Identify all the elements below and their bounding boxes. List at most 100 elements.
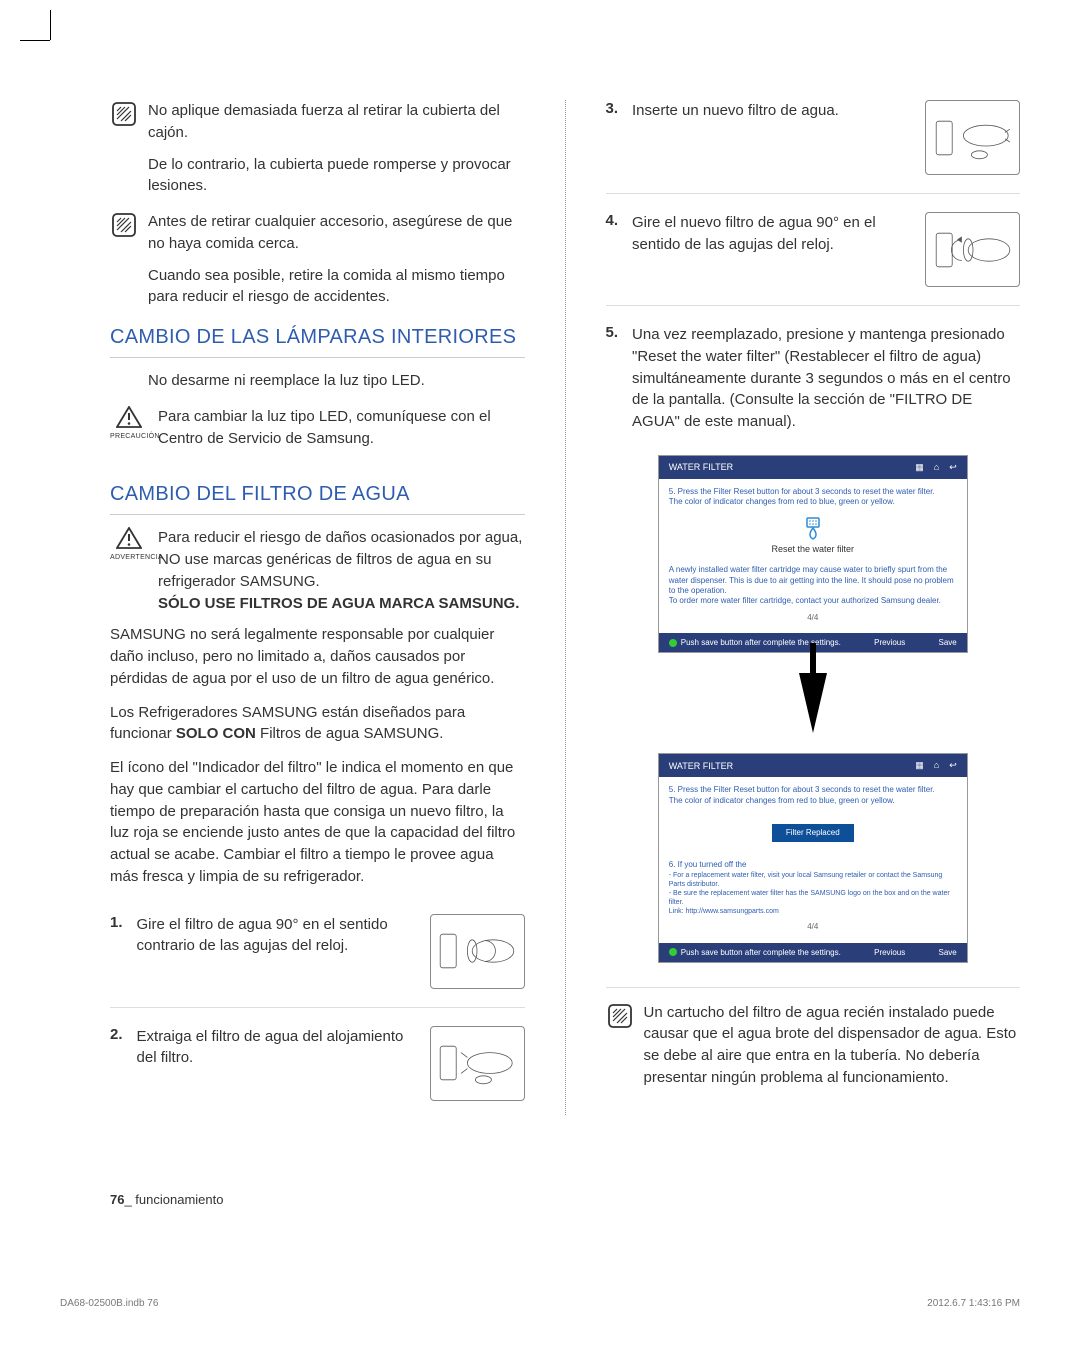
note-icon [110, 100, 138, 128]
screen-prev: Previous [874, 948, 905, 957]
screen-line: The color of indicator changes from red … [669, 796, 957, 806]
step-text: Gire el filtro de agua 90° en el sentido… [137, 914, 416, 958]
caution-label: PRECAUCIÓN [110, 433, 148, 440]
grid-icon: ▦ [915, 462, 924, 473]
section-heading-filter: CAMBIO DEL FILTRO DE AGUA [110, 483, 525, 515]
two-column-layout: No aplique demasiada fuerza al retirar l… [110, 100, 1020, 1115]
screen-header: WATER FILTER ▦ ⌂ ↩ [659, 456, 967, 479]
step-number: 1. [110, 914, 123, 931]
text-bold: SÓLO USE FILTROS DE AGUA MARCA SAMSUNG. [158, 593, 525, 615]
step-text: Gire el nuevo filtro de agua 90° en el s… [632, 212, 911, 256]
note-text: No aplique demasiada fuerza al retirar l… [148, 100, 525, 144]
screen-page: 4/4 [669, 922, 957, 932]
filter-replaced-button: Filter Replaced [772, 824, 854, 842]
screen-1: WATER FILTER ▦ ⌂ ↩ 5. Press the Filter R… [658, 455, 968, 653]
crop-mark [30, 10, 70, 50]
screen-reset-label: Reset the water filter [669, 544, 957, 556]
step-5: 5. Una vez reemplazado, presione y mante… [606, 310, 1021, 439]
body-text: No desarme ni reemplace la luz tipo LED. [148, 370, 525, 392]
screen-line: 5. Press the Filter Reset button for abo… [669, 785, 957, 795]
screen-warn: A newly installed water filter cartridge… [669, 565, 957, 596]
page-section-label: _ funcionamiento [124, 1192, 223, 1207]
text: use marcas genéricas de filtros de agua … [158, 551, 492, 590]
screen-sub: - Be sure the replacement water filter h… [669, 889, 957, 907]
print-file: DA68-02500B.indb 76 [60, 1298, 158, 1309]
green-dot-icon [669, 948, 677, 956]
screen-line: 5. Press the Filter Reset button for abo… [669, 487, 957, 497]
note-text: De lo contrario, la cubierta puede rompe… [148, 154, 525, 198]
text: Filtros de agua SAMSUNG. [256, 725, 444, 742]
note-text: Antes de retirar cualquier accesorio, as… [148, 211, 525, 255]
right-column: 3. Inserte un nuevo filtro de agua. 4. G… [606, 100, 1021, 1115]
warning-text: Para reducir el riesgo de daños ocasiona… [158, 527, 525, 614]
arrow-down-icon [799, 673, 827, 733]
step-4: 4. Gire el nuevo filtro de agua 90° en e… [606, 198, 1021, 301]
back-icon: ↩ [949, 760, 957, 771]
screen-reset-block: Reset the water filter [669, 518, 957, 556]
step-figure [430, 914, 525, 989]
step-number: 3. [606, 100, 619, 117]
screen-sub: - For a replacement water filter, visit … [669, 871, 957, 889]
print-footer: DA68-02500B.indb 76 2012.6.7 1:43:16 PM [60, 1298, 1020, 1309]
note-text: Un cartucho del filtro de agua recién in… [644, 1002, 1021, 1089]
step-text: Una vez reemplazado, presione y mantenga… [632, 324, 1020, 433]
divider [606, 987, 1021, 988]
step-text: Extraiga el filtro de agua del alojamien… [137, 1026, 416, 1070]
step-3: 3. Inserte un nuevo filtro de agua. [606, 100, 1021, 189]
screen-2: WATER FILTER ▦ ⌂ ↩ 5. Press the Filter R… [658, 753, 968, 962]
divider [110, 1007, 525, 1008]
divider [606, 193, 1021, 194]
warning-icon: ADVERTENCIA [110, 527, 148, 561]
screen-line: The color of indicator changes from red … [669, 497, 957, 507]
step-figure [430, 1026, 525, 1101]
screen-prev: Previous [874, 638, 905, 647]
step-figure [925, 212, 1020, 287]
caution-icon: PRECAUCIÓN [110, 406, 148, 440]
screen-save: Save [939, 948, 957, 957]
note-text: Cuando sea posible, retire la comida al … [148, 265, 525, 309]
step-number: 5. [606, 324, 619, 341]
screen-hint-text: Push save button after complete the sett… [681, 638, 841, 647]
warning-label: ADVERTENCIA [110, 554, 148, 561]
body-text: El ícono del "Indicador del filtro" le i… [110, 757, 525, 888]
text-bold: SOLO CON [176, 725, 256, 742]
back-icon: ↩ [949, 462, 957, 473]
note-icon [606, 1002, 634, 1030]
screen-header-icons: ▦ ⌂ ↩ [915, 462, 957, 473]
home-icon: ⌂ [934, 760, 939, 771]
screen-warn: To order more water filter cartridge, co… [669, 596, 957, 606]
grid-icon: ▦ [915, 760, 924, 771]
warning-block: ADVERTENCIA Para reducir el riesgo de da… [110, 527, 525, 614]
screen-sub: Link: http://www.samsungparts.com [669, 907, 957, 916]
home-icon: ⌂ [934, 462, 939, 473]
screen-replaced-block: Filter Replaced [669, 824, 957, 842]
screen-title: WATER FILTER [669, 761, 733, 771]
left-column: No aplique demasiada fuerza al retirar l… [110, 100, 525, 1115]
screen-header-icons: ▦ ⌂ ↩ [915, 760, 957, 771]
screen-body: 5. Press the Filter Reset button for abo… [659, 479, 967, 633]
screen-footer: Push save button after complete the sett… [659, 943, 967, 962]
section-heading-lamps: CAMBIO DE LAS LÁMPARAS INTERIORES [110, 326, 525, 358]
print-timestamp: 2012.6.7 1:43:16 PM [927, 1298, 1020, 1309]
screen-save: Save [939, 638, 957, 647]
screen-line: 6. If you turned off the [669, 860, 957, 870]
note-icon [110, 211, 138, 239]
screen-hint-text: Push save button after complete the sett… [681, 948, 841, 957]
caution-block: PRECAUCIÓN Para cambiar la luz tipo LED,… [110, 406, 525, 450]
arrow-down [799, 673, 827, 733]
step-1: 1. Gire el filtro de agua 90° en el sent… [110, 900, 525, 1003]
screen-page: 4/4 [669, 613, 957, 623]
divider [606, 305, 1021, 306]
page-number: 76 [110, 1192, 124, 1207]
note-block: Un cartucho del filtro de agua recién in… [606, 1002, 1021, 1089]
page-footer: 76_ funcionamiento [110, 1192, 223, 1207]
step-2: 2. Extraiga el filtro de agua del alojam… [110, 1012, 525, 1115]
screen-body: 5. Press the Filter Reset button for abo… [659, 777, 967, 942]
step-number: 2. [110, 1026, 123, 1043]
body-text: Los Refrigeradores SAMSUNG están diseñad… [110, 702, 525, 746]
screen-figures: WATER FILTER ▦ ⌂ ↩ 5. Press the Filter R… [606, 455, 1021, 963]
note-block: Antes de retirar cualquier accesorio, as… [110, 211, 525, 255]
screen-title: WATER FILTER [669, 462, 733, 472]
text: Para reducir el riesgo de daños ocasiona… [158, 529, 522, 546]
step-text: Inserte un nuevo filtro de agua. [632, 100, 911, 122]
